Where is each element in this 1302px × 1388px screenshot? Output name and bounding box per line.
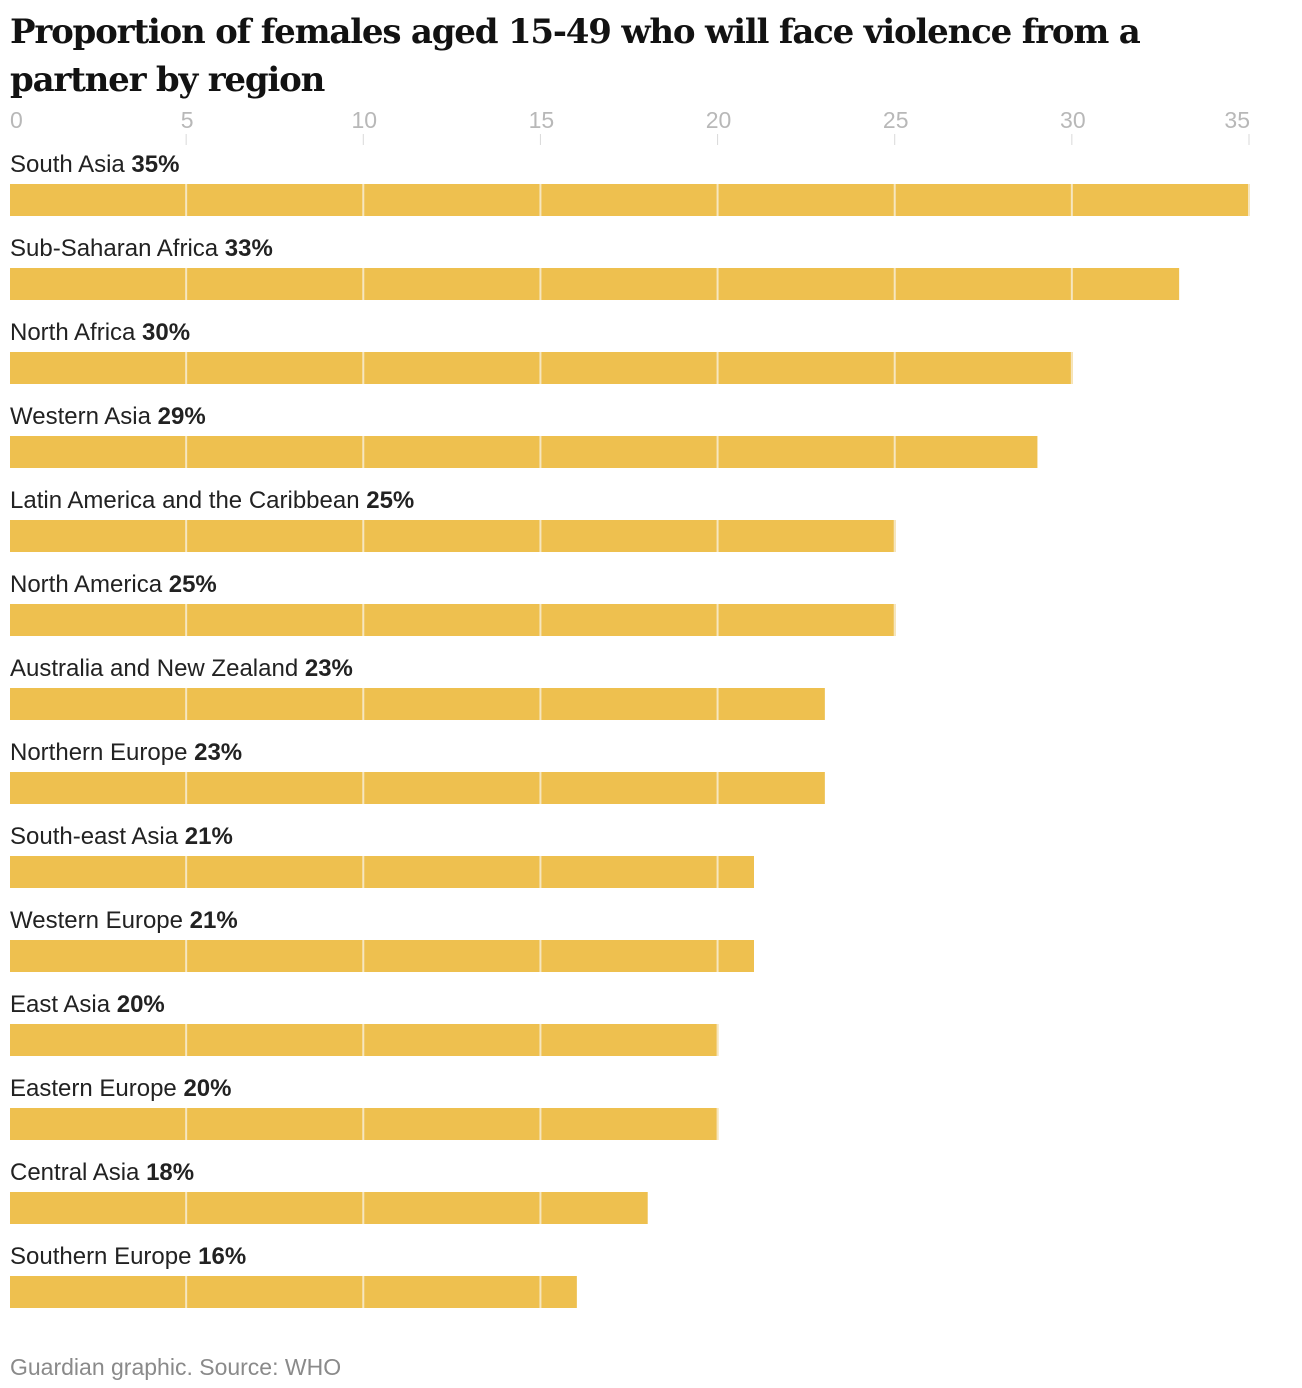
category-label: Western Europe 21% — [10, 907, 238, 934]
x-tick-label: 15 — [529, 107, 555, 133]
category-label: Eastern Europe 20% — [10, 1075, 231, 1102]
bar — [10, 940, 754, 972]
category-name: South Asia — [10, 151, 131, 178]
x-tick-label: 20 — [706, 107, 732, 133]
value-label: 30% — [142, 319, 190, 346]
bar — [10, 520, 896, 552]
value-label: 23% — [305, 655, 353, 682]
category-name: Western Asia — [10, 403, 158, 430]
category-label: Latin America and the Caribbean 25% — [10, 487, 414, 514]
value-label: 21% — [190, 907, 238, 934]
value-label: 23% — [194, 739, 242, 766]
category-name: Northern Europe — [10, 739, 194, 766]
category-name: Southern Europe — [10, 1243, 198, 1270]
bar — [10, 268, 1180, 300]
x-tick-label: 5 — [181, 107, 194, 133]
category-name: North America — [10, 571, 169, 598]
x-tick-label: 10 — [351, 107, 377, 133]
category-labels: South Asia 35% Sub-Saharan Africa 33% Nort… — [10, 151, 414, 1270]
category-name: Sub-Saharan Africa — [10, 235, 225, 262]
category-name: South-east Asia — [10, 823, 185, 850]
value-label: 20% — [117, 991, 165, 1018]
bar — [10, 184, 1250, 216]
bar-chart: 0 5 10 15 20 25 30 35 South Asia 35% Sub-Saharan… — [10, 107, 1250, 1308]
bar — [10, 688, 825, 720]
value-label: 20% — [183, 1075, 231, 1102]
value-label: 33% — [225, 235, 273, 262]
value-label: 25% — [169, 571, 217, 598]
value-label: 16% — [198, 1243, 246, 1270]
x-tick-label: 25 — [883, 107, 909, 133]
category-label: Sub-Saharan Africa 33% — [10, 235, 273, 262]
category-label: Northern Europe 23% — [10, 739, 242, 766]
category-name: North Africa — [10, 319, 142, 346]
bar — [10, 856, 754, 888]
x-axis-ticks: 0 5 10 15 20 25 30 35 — [10, 107, 1250, 145]
value-label: 35% — [131, 151, 179, 178]
category-label: Central Asia 18% — [10, 1159, 194, 1186]
value-label: 25% — [366, 487, 414, 514]
category-name: Australia and New Zealand — [10, 655, 305, 682]
x-tick-label: 0 — [10, 107, 23, 133]
category-name: East Asia — [10, 991, 117, 1018]
bar — [10, 1276, 577, 1308]
category-label: Southern Europe 16% — [10, 1243, 246, 1270]
bar — [10, 604, 896, 636]
category-label: North America 25% — [10, 571, 217, 598]
category-label: South-east Asia 21% — [10, 823, 233, 850]
x-tick-label: 30 — [1060, 107, 1086, 133]
category-label: Australia and New Zealand 23% — [10, 655, 353, 682]
bars — [10, 184, 1250, 1308]
category-name: Central Asia — [10, 1159, 146, 1186]
value-label: 18% — [146, 1159, 194, 1186]
value-label: 29% — [158, 403, 206, 430]
bar — [10, 772, 825, 804]
chart-title: Proportion of females aged 15-49 who wil… — [10, 12, 1141, 100]
value-label: 21% — [185, 823, 233, 850]
category-label: South Asia 35% — [10, 151, 179, 178]
category-name: Latin America and the Caribbean — [10, 487, 366, 514]
x-tick-label: 35 — [1224, 107, 1250, 133]
category-label: North Africa 30% — [10, 319, 190, 346]
category-label: East Asia 20% — [10, 991, 165, 1018]
source-note: Guardian graphic. Source: WHO — [10, 1354, 342, 1380]
category-name: Eastern Europe — [10, 1075, 183, 1102]
category-label: Western Asia 29% — [10, 403, 206, 430]
bar — [10, 436, 1038, 468]
bar — [10, 1192, 648, 1224]
category-name: Western Europe — [10, 907, 190, 934]
